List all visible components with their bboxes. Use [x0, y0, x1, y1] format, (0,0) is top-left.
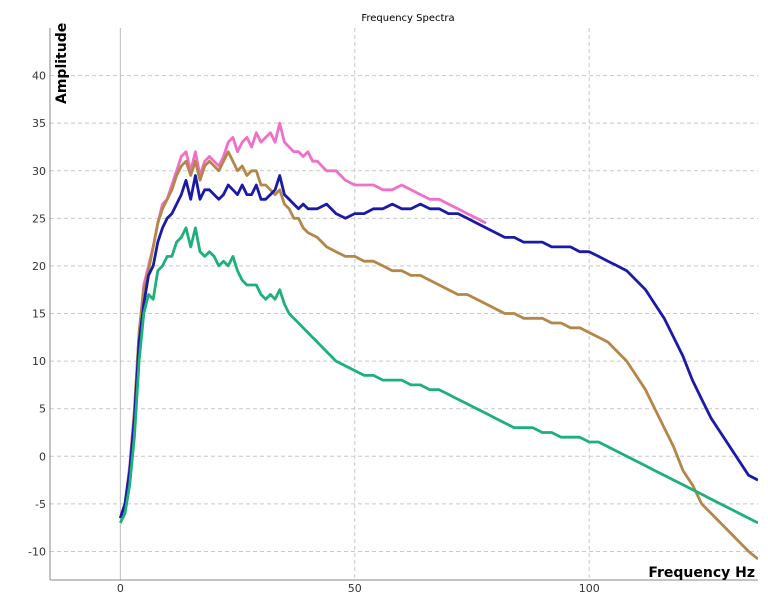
y-tick-label: -5 — [35, 498, 46, 511]
x-axis: 0 50 100 — [117, 582, 600, 595]
series-line-2 — [118, 150, 758, 561]
y-tick-label: 15 — [32, 308, 46, 321]
y-tick-label: 40 — [32, 70, 46, 83]
y-axis-label: Amplitude — [54, 23, 70, 104]
x-tick-label: 50 — [348, 582, 362, 595]
x-tick-label: 0 — [117, 582, 124, 595]
series-group — [118, 121, 758, 561]
y-axis: -10 -5 0 5 10 15 20 25 30 35 40 — [28, 70, 46, 559]
grid — [49, 28, 758, 581]
y-tick-label: 20 — [32, 260, 46, 273]
y-tick-label: 25 — [32, 212, 46, 225]
y-tick-label: -10 — [28, 545, 46, 558]
chart-title: Frequency Spectra — [361, 13, 454, 24]
y-tick-label: 5 — [39, 403, 46, 416]
x-axis-label: Frequency Hz — [648, 565, 755, 581]
y-tick-label: 30 — [32, 165, 46, 178]
y-tick-label: 10 — [32, 355, 46, 368]
y-tick-label: 0 — [39, 450, 46, 463]
series-line-4 — [119, 226, 758, 525]
x-tick-label: 100 — [579, 582, 600, 595]
y-tick-label: 35 — [32, 117, 46, 130]
series-line-3 — [118, 174, 758, 519]
